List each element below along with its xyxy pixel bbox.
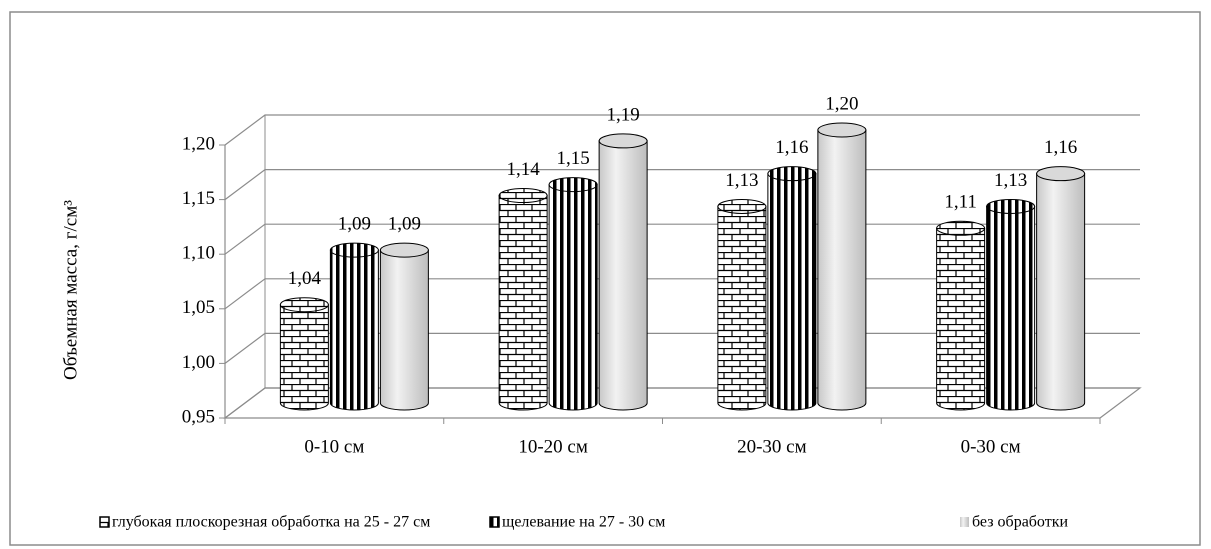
x-tick-label: 0-10 см	[304, 436, 364, 457]
value-label: 1,16	[1044, 137, 1077, 158]
bar-top	[986, 198, 1036, 214]
bar	[548, 184, 598, 411]
legend-label: глубокая плоскорезная обработка на 25 - …	[112, 514, 430, 531]
legend-swatch	[489, 516, 500, 528]
bar-top	[279, 297, 329, 313]
y-tick-label: 1,05	[182, 297, 215, 318]
y-tick-label: 1,00	[182, 352, 215, 373]
bar	[767, 173, 817, 411]
value-label: 1,13	[725, 170, 758, 191]
x-tick-label: 0-30 см	[961, 436, 1021, 457]
value-label: 1,09	[338, 213, 371, 234]
value-label: 1,20	[825, 93, 858, 114]
bar	[598, 140, 648, 411]
bar	[329, 249, 379, 411]
y-tick-label: 0,95	[182, 406, 215, 427]
bar	[498, 195, 548, 411]
bar-top	[767, 166, 817, 182]
bar-top	[548, 177, 598, 193]
y-axis-title: Объемная масса, г/см³	[60, 200, 81, 380]
y-tick-label: 1,20	[182, 133, 215, 154]
bar	[986, 205, 1036, 411]
value-label: 1,15	[557, 148, 590, 169]
bar-top	[717, 198, 767, 214]
bar	[379, 249, 429, 411]
bar-top	[1036, 166, 1086, 182]
value-label: 1,09	[388, 213, 421, 234]
bar-top	[936, 220, 986, 236]
legend-swatch	[960, 517, 969, 527]
value-label: 1,14	[507, 159, 541, 180]
bar-top	[498, 188, 548, 204]
bar	[717, 205, 767, 411]
bar	[1036, 173, 1086, 411]
x-tick-label: 20-30 см	[737, 436, 807, 457]
x-tick-label: 10-20 см	[518, 436, 588, 457]
legend-label: щелевание на 27 - 30 см	[502, 514, 665, 531]
value-label: 1,04	[288, 268, 322, 289]
bar-top	[329, 242, 379, 258]
bar-top	[379, 242, 429, 258]
bar	[279, 304, 329, 411]
bar-top	[817, 122, 867, 138]
bar	[936, 227, 986, 411]
legend-swatch	[99, 516, 110, 528]
legend-label: без обработки	[972, 514, 1068, 531]
y-tick-label: 1,10	[182, 243, 215, 264]
value-label: 1,13	[994, 170, 1027, 191]
value-label: 1,19	[607, 104, 640, 125]
grid-line	[224, 114, 1140, 146]
bar	[817, 129, 867, 411]
bar-top	[598, 133, 648, 149]
value-label: 1,11	[944, 192, 977, 213]
value-label: 1,16	[775, 137, 808, 158]
y-tick-label: 1,15	[182, 188, 215, 209]
